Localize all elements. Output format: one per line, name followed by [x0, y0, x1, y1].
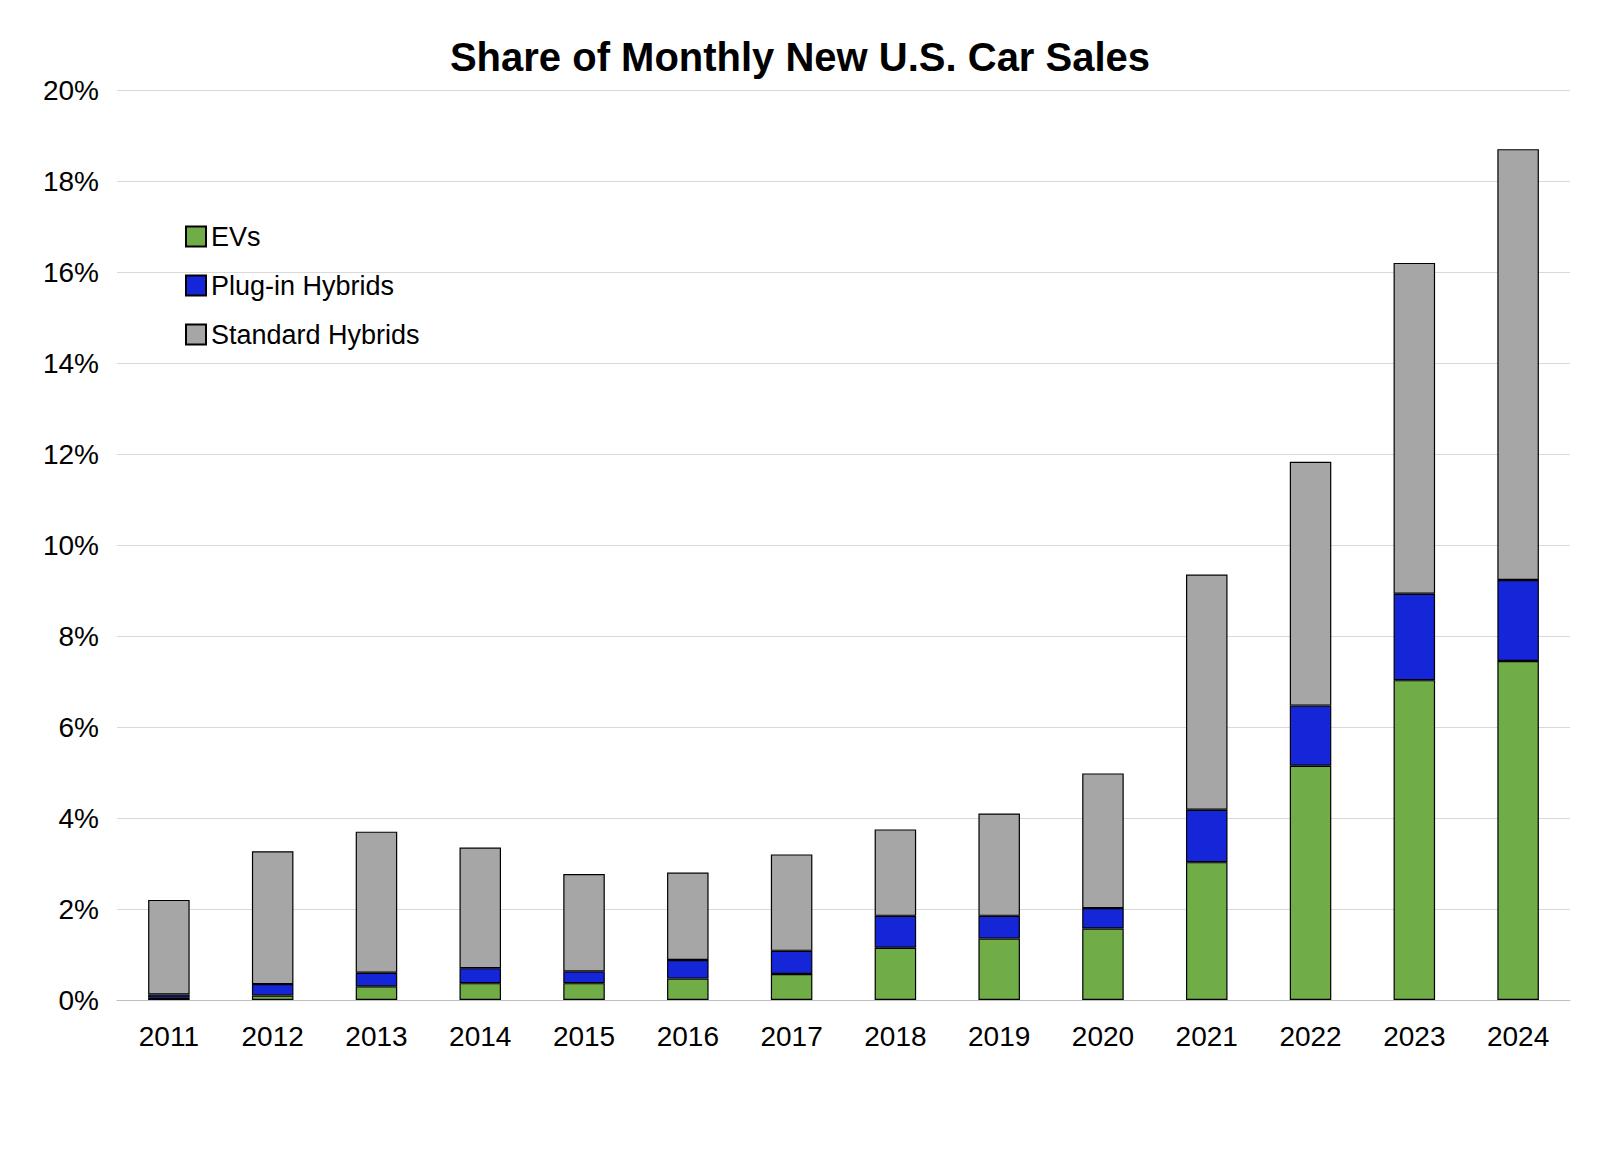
svg-text:Plug-in Hybrids: Plug-in Hybrids [211, 271, 394, 301]
svg-text:2024: 2024 [1487, 1021, 1549, 1052]
svg-text:2%: 2% [59, 894, 99, 925]
svg-text:2012: 2012 [242, 1021, 304, 1052]
svg-text:Standard Hybrids: Standard Hybrids [211, 320, 420, 350]
svg-text:10%: 10% [43, 530, 99, 561]
svg-text:2014: 2014 [449, 1021, 511, 1052]
svg-text:2018: 2018 [864, 1021, 926, 1052]
svg-text:Share of Monthly New U.S. Car: Share of Monthly New U.S. Car Sales [450, 35, 1150, 79]
svg-text:2023: 2023 [1383, 1021, 1445, 1052]
svg-text:2020: 2020 [1072, 1021, 1134, 1052]
svg-text:2011: 2011 [139, 1021, 199, 1052]
svg-text:16%: 16% [43, 257, 99, 288]
svg-text:6%: 6% [59, 712, 99, 743]
svg-text:2019: 2019 [968, 1021, 1030, 1052]
svg-text:8%: 8% [59, 621, 99, 652]
svg-text:20%: 20% [43, 75, 99, 106]
svg-text:2016: 2016 [657, 1021, 719, 1052]
svg-text:18%: 18% [43, 166, 99, 197]
svg-text:2021: 2021 [1176, 1021, 1238, 1052]
svg-text:0%: 0% [59, 985, 99, 1016]
svg-text:2015: 2015 [553, 1021, 615, 1052]
svg-text:4%: 4% [59, 803, 99, 834]
svg-text:2013: 2013 [345, 1021, 407, 1052]
svg-text:14%: 14% [43, 348, 99, 379]
svg-text:2022: 2022 [1279, 1021, 1341, 1052]
svg-text:EVs: EVs [211, 222, 261, 252]
svg-text:2017: 2017 [760, 1021, 822, 1052]
svg-text:12%: 12% [43, 439, 99, 470]
